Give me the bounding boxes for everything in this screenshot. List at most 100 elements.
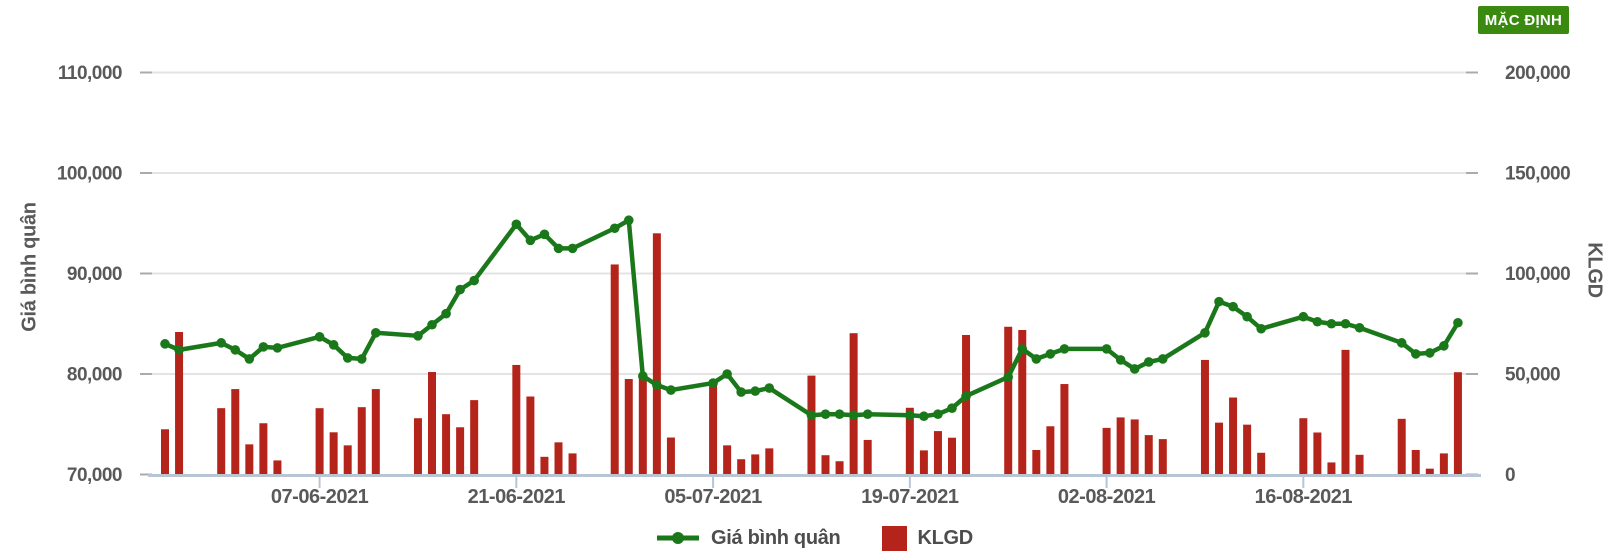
price-point[interactable] <box>356 354 367 364</box>
volume-bar[interactable] <box>1060 384 1069 475</box>
price-point[interactable] <box>1017 344 1028 354</box>
price-point[interactable] <box>469 275 479 286</box>
price-point[interactable] <box>371 327 381 338</box>
price-point[interactable] <box>455 284 465 295</box>
volume-bar[interactable] <box>933 431 942 475</box>
volume-bar[interactable] <box>1229 397 1238 475</box>
volume-bar[interactable] <box>1102 427 1111 475</box>
volume-bar[interactable] <box>610 264 619 475</box>
price-point[interactable] <box>736 387 746 397</box>
volume-bar[interactable] <box>231 389 240 475</box>
price-point[interactable] <box>553 243 564 254</box>
price-point[interactable] <box>328 340 339 350</box>
volume-bar[interactable] <box>1397 418 1406 475</box>
volume-bar[interactable] <box>1144 435 1153 475</box>
price-point[interactable] <box>905 410 915 421</box>
volume-bar[interactable] <box>624 379 633 475</box>
price-point[interactable] <box>806 410 817 421</box>
volume-bar[interactable] <box>1411 449 1420 475</box>
price-point[interactable] <box>1425 348 1435 358</box>
price-point[interactable] <box>1157 354 1168 364</box>
volume-bar[interactable] <box>962 335 971 475</box>
price-point[interactable] <box>511 219 522 230</box>
volume-bar[interactable] <box>442 414 451 475</box>
price-point[interactable] <box>1340 318 1351 329</box>
volume-bar[interactable] <box>554 442 563 475</box>
price-point[interactable] <box>230 345 241 355</box>
price-point[interactable] <box>623 215 634 226</box>
volume-bar[interactable] <box>849 333 858 475</box>
volume-bar[interactable] <box>1439 453 1448 475</box>
volume-bar[interactable] <box>371 389 380 475</box>
price-point[interactable] <box>947 403 957 413</box>
price-point[interactable] <box>1101 344 1112 354</box>
volume-bar[interactable] <box>1130 419 1139 475</box>
volume-bar[interactable] <box>723 445 732 475</box>
volume-bar[interactable] <box>161 429 169 475</box>
price-point[interactable] <box>539 229 550 240</box>
price-point[interactable] <box>708 378 718 388</box>
price-point[interactable] <box>1059 344 1070 354</box>
price-point[interactable] <box>834 409 845 420</box>
volume-bar[interactable] <box>217 408 226 475</box>
legend-item-volume[interactable]: KLGD <box>882 525 973 551</box>
volume-bar[interactable] <box>1032 449 1041 475</box>
volume-bar[interactable] <box>1018 329 1027 475</box>
price-point[interactable] <box>567 243 578 254</box>
volume-bar[interactable] <box>259 423 268 475</box>
price-point[interactable] <box>1410 349 1421 359</box>
price-point[interactable] <box>750 386 761 396</box>
price-point[interactable] <box>160 339 170 349</box>
price-point[interactable] <box>441 308 451 319</box>
volume-bar[interactable] <box>807 375 816 475</box>
volume-bar[interactable] <box>1004 326 1013 475</box>
price-point[interactable] <box>1396 338 1407 348</box>
volume-bar[interactable] <box>413 418 422 475</box>
volume-bar[interactable] <box>905 407 914 475</box>
volume-bar[interactable] <box>1425 468 1434 475</box>
volume-bar[interactable] <box>863 439 872 475</box>
price-point[interactable] <box>174 345 184 355</box>
price-point[interactable] <box>1326 318 1337 329</box>
price-point[interactable] <box>862 409 873 420</box>
price-point[interactable] <box>1045 349 1056 359</box>
volume-bar[interactable] <box>751 454 760 475</box>
volume-bar[interactable] <box>1046 426 1055 475</box>
volume-bar[interactable] <box>765 448 774 475</box>
price-point[interactable] <box>314 332 325 342</box>
price-point[interactable] <box>848 410 859 421</box>
volume-bar[interactable] <box>835 461 844 475</box>
price-point[interactable] <box>764 383 775 393</box>
volume-bar[interactable] <box>245 444 254 475</box>
price-point[interactable] <box>1453 317 1463 328</box>
price-point[interactable] <box>919 411 929 422</box>
price-point[interactable] <box>258 342 269 352</box>
volume-bar[interactable] <box>526 396 535 475</box>
price-point[interactable] <box>427 319 437 330</box>
volume-bar[interactable] <box>821 455 830 475</box>
volume-bar[interactable] <box>357 407 366 475</box>
price-point[interactable] <box>961 391 971 401</box>
price-point[interactable] <box>638 371 648 381</box>
price-point[interactable] <box>1003 372 1014 382</box>
volume-bar[interactable] <box>1200 359 1209 475</box>
price-point[interactable] <box>820 409 831 420</box>
volume-bar[interactable] <box>273 460 282 475</box>
volume-bar[interactable] <box>1327 462 1336 475</box>
price-point[interactable] <box>1242 311 1252 322</box>
price-point[interactable] <box>1298 311 1309 322</box>
price-point[interactable] <box>1228 301 1238 312</box>
volume-bar[interactable] <box>512 364 521 475</box>
price-point[interactable] <box>933 409 943 420</box>
volume-bar[interactable] <box>175 331 184 475</box>
price-point[interactable] <box>1354 322 1365 333</box>
price-point[interactable] <box>342 353 353 363</box>
volume-bar[interactable] <box>666 437 675 475</box>
volume-bar[interactable] <box>919 450 928 475</box>
volume-bar[interactable] <box>947 437 956 475</box>
volume-bar[interactable] <box>1116 417 1125 475</box>
volume-bar[interactable] <box>1257 452 1266 475</box>
price-point[interactable] <box>272 343 283 353</box>
price-point[interactable] <box>1214 296 1224 307</box>
